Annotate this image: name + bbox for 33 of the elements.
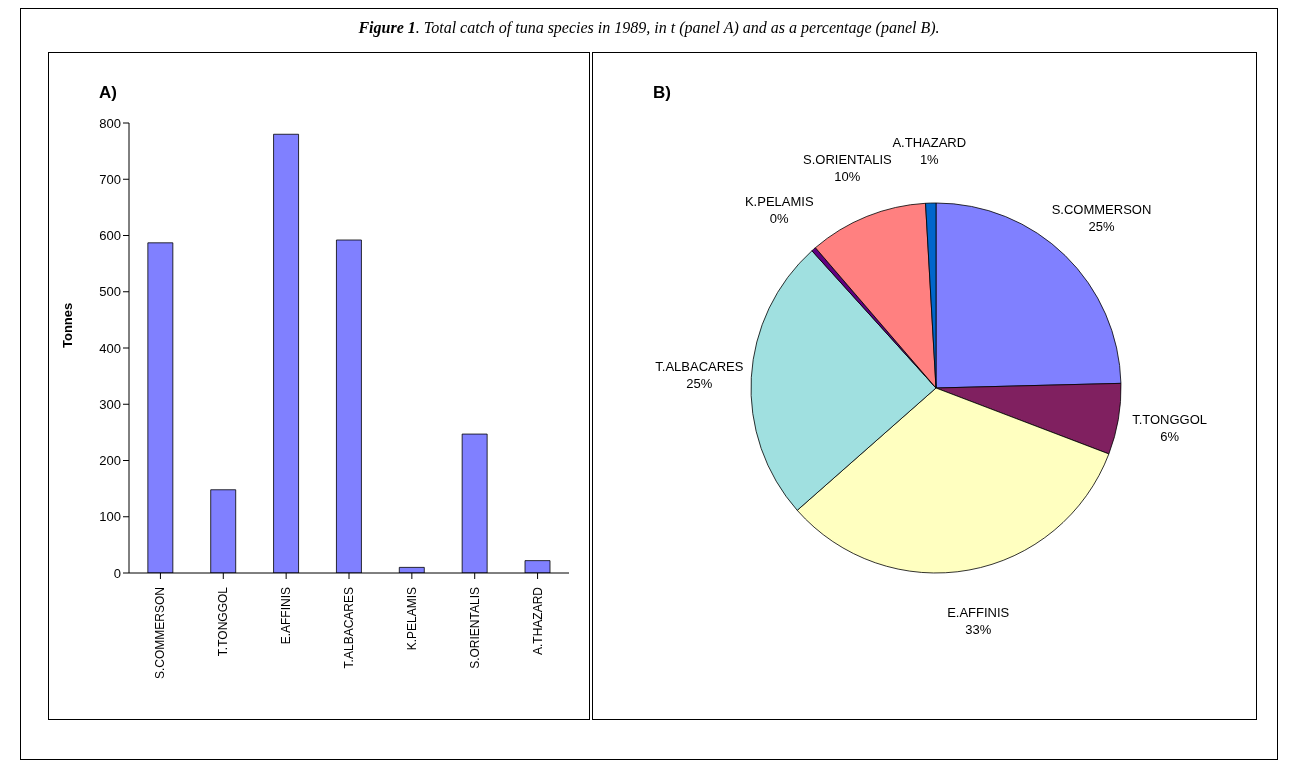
chart-title: A) [99, 83, 117, 102]
x-tick-label: A.THAZARD [530, 586, 545, 656]
y-tick-label: 200 [99, 453, 121, 469]
x-tick-label: E.AFFINIS [279, 587, 294, 645]
slice-label: A.THAZARD [892, 135, 967, 151]
data-label: 6% [1160, 429, 1180, 445]
data-label: 1% [919, 152, 940, 168]
y-tick-label: 300 [99, 396, 121, 412]
y-tick-label: 500 [99, 284, 121, 300]
data-label: 25% [686, 375, 713, 391]
slice-label: K.PELAMIS [744, 194, 814, 210]
slice-label: S.ORIENTALIS [803, 152, 892, 168]
slice-label: S.COMMERSON [1051, 202, 1152, 218]
caption: Figure 1. Total catch of tuna species in 1989, in t (panel A) and as a percentage (panel B). [357, 19, 941, 37]
y-tick-label: 100 [99, 509, 121, 525]
x-tick-label: K.PELAMIS [404, 587, 419, 651]
y-tick-label: 400 [99, 340, 121, 356]
y-tick-label: 600 [99, 228, 121, 244]
y-axis-title: Tonnes [59, 302, 75, 348]
data-label: 25% [1088, 219, 1115, 235]
x-tick-label: S.COMMERSON [153, 587, 168, 680]
slice-label: T.TONGGOL [1132, 412, 1208, 428]
data-label: 0% [769, 211, 790, 227]
data-label: 33% [965, 622, 992, 638]
y-tick-label: 0 [113, 565, 121, 581]
y-tick-label: 700 [99, 171, 121, 187]
x-tick-label: S.ORIENTALIS [467, 587, 482, 669]
y-tick-label: 800 [99, 115, 121, 131]
x-tick-label: T.ALBACARES [342, 587, 356, 669]
slice-label: T.ALBACARES [655, 358, 744, 374]
x-tick-label: T.TONGGOL [216, 586, 231, 657]
chart-title: B) [653, 83, 671, 102]
data-label: 10% [834, 169, 861, 185]
